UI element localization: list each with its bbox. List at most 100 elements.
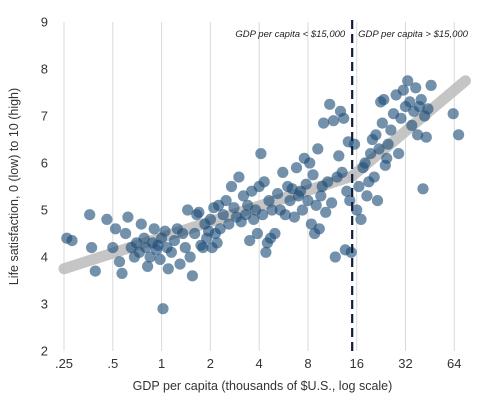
data-point [371,195,384,207]
data-point [144,251,156,263]
data-point [162,263,174,275]
data-point [315,190,327,202]
y-tick-label: 9 [41,15,48,30]
data-point [351,204,363,216]
y-tick-label: 2 [41,344,48,359]
data-point [376,117,388,129]
data-point [168,235,180,247]
data-point [344,195,356,207]
data-point [288,211,300,223]
data-point [258,176,270,188]
y-tick-label: 3 [41,297,48,312]
data-point [120,227,132,240]
data-point [154,253,166,265]
data-point [269,227,281,240]
data-point [197,242,209,254]
data-point [248,213,260,225]
y-tick-label: 7 [41,109,48,124]
data-point [381,152,393,164]
y-tick-label: 6 [41,156,48,171]
data-point [107,242,119,254]
data-point [89,265,101,277]
data-point [320,206,332,218]
data-point [263,195,275,207]
data-point [322,176,334,188]
data-point [310,199,322,211]
data-point [302,195,314,207]
data-point [307,169,319,181]
data-point [397,84,409,96]
data-point [326,197,338,209]
data-point [327,115,340,127]
data-point [184,251,196,263]
data-point [138,232,150,244]
data-point [329,251,341,263]
data-point [284,195,296,207]
x-axis-title: GDP per capita (thousands of $U.S., log … [133,379,393,393]
data-point [355,213,367,225]
data-point [312,143,324,155]
data-point [211,237,223,249]
data-point [313,223,325,235]
data-point [404,96,416,108]
data-point [220,195,232,207]
data-point [318,117,330,129]
data-point [300,178,312,190]
x-tick-label: 16 [349,356,363,371]
data-point [177,227,189,240]
data-point [159,225,171,237]
y-tick-labels: 2 3 4 5 6 7 8 9 [41,15,48,359]
data-point [338,112,350,124]
data-point [109,223,122,235]
data-point [186,270,198,282]
data-point [406,119,418,131]
data-point [223,218,235,230]
x-tick-label: .5 [107,356,118,371]
data-point [422,103,434,115]
data-point [368,171,380,183]
data-point [165,246,177,258]
data-point [333,150,345,162]
data-point [225,180,238,193]
data-point [66,235,78,247]
x-tick-label: 2 [207,356,214,371]
data-point [290,162,303,174]
data-point [420,131,432,143]
data-point [324,98,336,110]
y-tick-label: 8 [41,62,48,77]
data-point [193,206,205,218]
data-point [113,256,126,268]
data-point [453,129,465,141]
data-point [122,211,134,223]
data-point [142,260,154,272]
data-point [359,157,371,169]
data-point [304,157,316,169]
data-point [296,204,308,216]
data-point [370,129,382,141]
data-point [157,303,169,315]
y-axis-title: Life satisfaction, 0 (low) to 10 (high) [7,88,21,285]
data-point [257,209,269,221]
data-point [415,94,427,106]
data-point [417,183,429,195]
data-point [240,209,252,221]
data-point [174,258,186,270]
data-point [447,108,459,120]
data-point [410,82,422,94]
data-point [255,148,267,160]
x-tick-label: 1 [158,356,165,371]
data-point [237,190,249,202]
data-point [148,223,160,235]
data-point [425,79,437,91]
data-point [412,129,424,141]
data-point [179,242,191,254]
data-point [251,227,263,240]
data-point [228,202,240,214]
data-point [135,218,147,230]
data-point [385,124,397,136]
data-point [266,204,278,216]
data-point [204,213,216,225]
y-tick-label: 5 [41,203,48,218]
data-point [182,204,194,216]
